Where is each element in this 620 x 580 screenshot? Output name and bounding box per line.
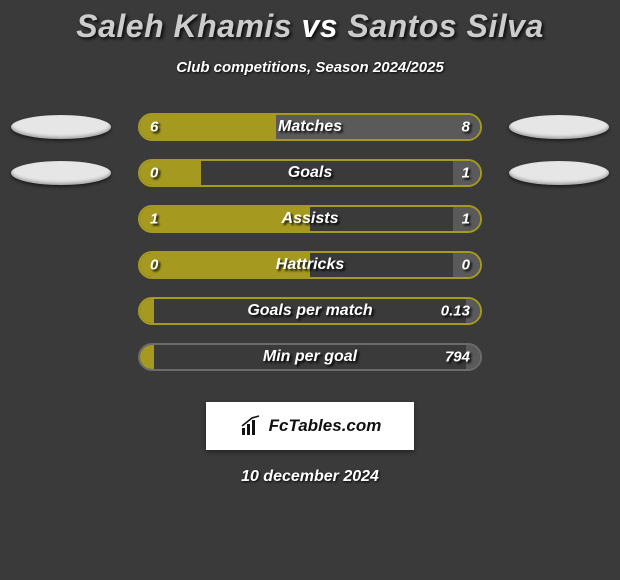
bar-outer: 0.13 Goals per match bbox=[138, 297, 482, 325]
bar-holder: 1 1 Assists bbox=[138, 205, 482, 233]
stat-row: 1 1 Assists bbox=[0, 196, 620, 242]
stat-value-right: 0 bbox=[462, 257, 470, 274]
bar-holder: 794 Min per goal bbox=[138, 343, 482, 371]
subtitle: Club competitions, Season 2024/2025 bbox=[0, 59, 620, 76]
date: 10 december 2024 bbox=[0, 468, 620, 486]
stat-value-right: 794 bbox=[445, 349, 470, 366]
chart-icon bbox=[239, 414, 263, 438]
logo-box: FcTables.com bbox=[206, 402, 414, 450]
stat-row: 0.13 Goals per match bbox=[0, 288, 620, 334]
player2-name: Santos Silva bbox=[347, 8, 543, 44]
stat-label: Goals per match bbox=[247, 302, 372, 320]
bar-outer: 794 Min per goal bbox=[138, 343, 482, 371]
bar-outer: 1 1 Assists bbox=[138, 205, 482, 233]
stat-value-right: 8 bbox=[462, 119, 470, 136]
bar-fill-left bbox=[140, 115, 276, 139]
team-badge-left bbox=[11, 161, 111, 185]
bar-holder: 0.13 Goals per match bbox=[138, 297, 482, 325]
team-badge-left-slot bbox=[6, 115, 116, 139]
logo-text: FcTables.com bbox=[269, 416, 382, 436]
stat-label: Hattricks bbox=[276, 256, 344, 274]
stat-value-right: 1 bbox=[462, 211, 470, 228]
stat-value-right: 1 bbox=[462, 165, 470, 182]
team-badge-left-slot bbox=[6, 161, 116, 185]
stat-row: 0 0 Hattricks bbox=[0, 242, 620, 288]
comparison-card: Saleh Khamis vs Santos Silva Club compet… bbox=[0, 0, 620, 486]
bar-holder: 0 0 Hattricks bbox=[138, 251, 482, 279]
bar-holder: 6 8 Matches bbox=[138, 113, 482, 141]
bar-fill-left bbox=[140, 345, 154, 369]
stat-value-left: 6 bbox=[150, 119, 158, 136]
team-badge-right-slot bbox=[504, 161, 614, 185]
team-badge-right-slot bbox=[504, 115, 614, 139]
team-badge-left bbox=[11, 115, 111, 139]
bar-outer: 6 8 Matches bbox=[138, 113, 482, 141]
stat-value-left: 1 bbox=[150, 211, 158, 228]
bar-holder: 0 1 Goals bbox=[138, 159, 482, 187]
bar-outer: 0 0 Hattricks bbox=[138, 251, 482, 279]
stat-row: 0 1 Goals bbox=[0, 150, 620, 196]
player1-name: Saleh Khamis bbox=[76, 8, 292, 44]
stat-label: Matches bbox=[278, 118, 342, 136]
stat-value-left: 0 bbox=[150, 257, 158, 274]
title-vs: vs bbox=[301, 8, 338, 44]
stat-label: Goals bbox=[288, 164, 332, 182]
team-badge-right bbox=[509, 161, 609, 185]
stat-row: 6 8 Matches bbox=[0, 104, 620, 150]
bar-fill-left bbox=[140, 299, 154, 323]
stat-label: Min per goal bbox=[263, 348, 357, 366]
bar-outer: 0 1 Goals bbox=[138, 159, 482, 187]
title: Saleh Khamis vs Santos Silva bbox=[0, 8, 620, 45]
stat-label: Assists bbox=[282, 210, 339, 228]
stat-value-left: 0 bbox=[150, 165, 158, 182]
team-badge-right bbox=[509, 115, 609, 139]
stats-rows: 6 8 Matches 0 1 Goals 1 1 Assists 0 0 Hattricks 0.13… bbox=[0, 104, 620, 380]
stat-value-right: 0.13 bbox=[441, 303, 470, 320]
stat-row: 794 Min per goal bbox=[0, 334, 620, 380]
